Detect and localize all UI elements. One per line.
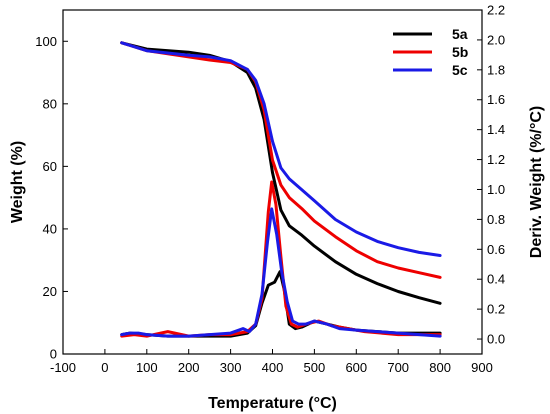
x-axis-title: Temperature (°C) <box>208 395 337 412</box>
series-line-5b-weight <box>120 41 442 279</box>
y-left-tick-label: 0 <box>50 347 57 362</box>
x-tick-label: 300 <box>220 360 242 375</box>
y-right-tick-label: 1.2 <box>487 152 505 167</box>
y-left-tick-label: 80 <box>43 96 57 111</box>
y-right-tick-label: 1.8 <box>487 62 505 77</box>
x-tick-label: 600 <box>345 360 367 375</box>
series-line-5c-weight <box>120 41 442 257</box>
x-tick-label: 200 <box>178 360 200 375</box>
y-right-tick-label: 1.6 <box>487 92 505 107</box>
x-tick-label: 500 <box>304 360 326 375</box>
y-left-tick-label: 40 <box>43 221 57 236</box>
x-tick-label: 700 <box>387 360 409 375</box>
x-tick-label: -100 <box>50 360 76 375</box>
series-line-5c-derivative <box>120 207 442 338</box>
y-axis-title-left: Weight (%) <box>9 141 26 223</box>
legend-label-5a: 5a <box>452 26 468 42</box>
x-tick-label: 400 <box>262 360 284 375</box>
y-left-tick-label: 20 <box>43 284 57 299</box>
y-right-tick-label: 0.8 <box>487 212 505 227</box>
axes-layer: -100 0 100 200 300 400 500 600 700 800 90002040608… <box>35 3 505 376</box>
curves-layer <box>120 41 442 338</box>
legend-label-5b: 5b <box>452 44 468 60</box>
x-tick-label: 800 <box>429 360 451 375</box>
series-line-5a-weight <box>120 41 442 305</box>
y-right-tick-label: 2.2 <box>487 3 505 18</box>
y-right-tick-label: 1.4 <box>487 122 505 137</box>
x-tick-label: 0 <box>101 360 108 375</box>
y-left-tick-label: 100 <box>35 34 57 49</box>
y-right-tick-label: 1.0 <box>487 182 505 197</box>
y-right-tick-label: 0.6 <box>487 242 505 257</box>
y-right-tick-label: 0.0 <box>487 332 505 347</box>
x-tick-label: 100 <box>136 360 158 375</box>
y-right-tick-label: 2.0 <box>487 32 505 47</box>
legend-label-5c: 5c <box>452 62 468 78</box>
y-left-tick-label: 60 <box>43 159 57 174</box>
y-axis-title-right: Deriv. Weight (%/°C) <box>528 106 545 258</box>
x-tick-label: 900 <box>471 360 493 375</box>
y-right-tick-label: 0.4 <box>487 272 505 287</box>
legend: 5a 5b 5c <box>393 26 468 78</box>
y-right-tick-label: 0.2 <box>487 302 505 317</box>
